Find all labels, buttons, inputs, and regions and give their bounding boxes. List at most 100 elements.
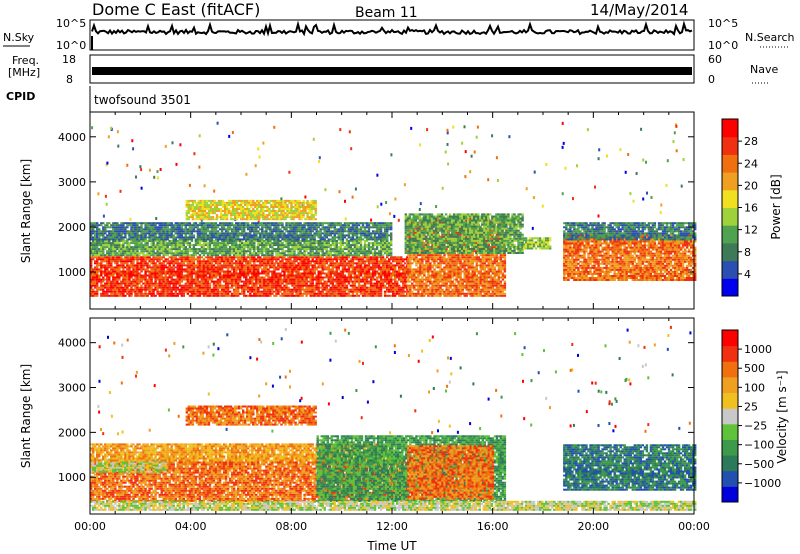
power-cell — [203, 260, 205, 262]
power-cell — [156, 246, 158, 248]
power-cell — [126, 230, 128, 232]
power-cell — [338, 295, 340, 297]
power-cell — [255, 285, 257, 287]
power-cell — [203, 287, 205, 289]
power-cell — [344, 283, 346, 285]
power-cell — [156, 256, 158, 258]
power-cell — [348, 268, 350, 270]
power-cell-sparse — [120, 190, 122, 193]
power-cell — [324, 238, 326, 240]
power-cell — [156, 244, 158, 246]
power-cell — [142, 268, 144, 270]
power-cell — [96, 277, 98, 279]
power-cell — [358, 277, 360, 279]
power-cell-sparse — [189, 184, 191, 187]
power-cell — [173, 226, 175, 228]
power-cell — [128, 244, 130, 246]
power-cell — [197, 226, 199, 228]
power-cell — [277, 224, 279, 226]
power-cell — [102, 250, 104, 252]
power-cell — [126, 268, 128, 270]
power-cell — [257, 275, 259, 277]
power-cell — [169, 285, 171, 287]
power-cell — [237, 291, 239, 293]
power-cell — [173, 228, 175, 230]
power-cell — [96, 242, 98, 244]
power-cell — [173, 248, 175, 250]
power-cell — [277, 254, 279, 256]
power-cell — [384, 252, 386, 254]
power-cell — [175, 256, 177, 258]
power-cell — [120, 256, 122, 258]
power-cell — [193, 246, 195, 248]
power-cell — [112, 246, 114, 248]
power-cell — [257, 230, 259, 232]
power-cell — [138, 283, 140, 285]
power-cell — [332, 283, 334, 285]
power-cell — [152, 293, 154, 295]
power-cell — [108, 222, 110, 224]
power-cell — [390, 250, 392, 252]
power-cell — [165, 264, 167, 266]
power-cell — [277, 262, 279, 264]
power-cell — [187, 262, 189, 264]
power-cell — [307, 266, 309, 268]
power-cell — [293, 250, 295, 252]
power-cell — [112, 244, 114, 246]
power-cell — [328, 285, 330, 287]
power-cell — [279, 277, 281, 279]
power-cell — [287, 246, 289, 248]
power-cell — [233, 254, 235, 256]
power-cell — [263, 295, 265, 297]
power-cell-sparse — [155, 217, 157, 220]
power-cell — [247, 238, 249, 240]
power-cell — [277, 281, 279, 283]
power-cell — [354, 273, 356, 275]
power-cell — [173, 271, 175, 273]
power-cell — [303, 252, 305, 254]
power-cell — [181, 226, 183, 228]
power-cell — [277, 268, 279, 270]
power-cell — [235, 271, 237, 273]
power-cell — [203, 230, 205, 232]
power-cell — [307, 293, 309, 295]
power-cell — [247, 273, 249, 275]
power-cell — [233, 224, 235, 226]
power-cell — [156, 222, 158, 224]
power-cell — [130, 277, 132, 279]
power-cell — [203, 222, 205, 224]
power-cell — [247, 246, 249, 248]
power-cell — [384, 268, 386, 270]
power-cell — [140, 224, 142, 226]
power-cell — [382, 283, 384, 285]
power-cell-sparse — [141, 187, 143, 190]
power-cell — [187, 264, 189, 266]
power-cell — [173, 258, 175, 260]
power-cell — [348, 293, 350, 295]
power-cell — [267, 268, 269, 270]
power-cell — [96, 234, 98, 236]
power-cell — [243, 248, 245, 250]
power-cell — [187, 281, 189, 283]
power-cell — [384, 248, 386, 250]
power-cell — [354, 291, 356, 293]
power-cell — [312, 250, 314, 252]
power-cell — [233, 266, 235, 268]
power-cell — [368, 252, 370, 254]
power-cell — [263, 226, 265, 228]
power-cell-sparse — [496, 156, 498, 159]
power-cell — [372, 277, 374, 279]
power-cell — [237, 236, 239, 238]
power-cell — [368, 262, 370, 264]
power-cell — [344, 291, 346, 293]
power-cell — [112, 275, 114, 277]
power-cell — [398, 258, 400, 260]
power-cell — [96, 281, 98, 283]
power-cell — [177, 295, 179, 297]
power-cell — [126, 244, 128, 246]
power-cell — [360, 244, 362, 246]
power-cell-sparse — [633, 200, 635, 203]
power-cell — [324, 289, 326, 291]
power-cell — [307, 242, 309, 244]
power-cell — [261, 252, 263, 254]
